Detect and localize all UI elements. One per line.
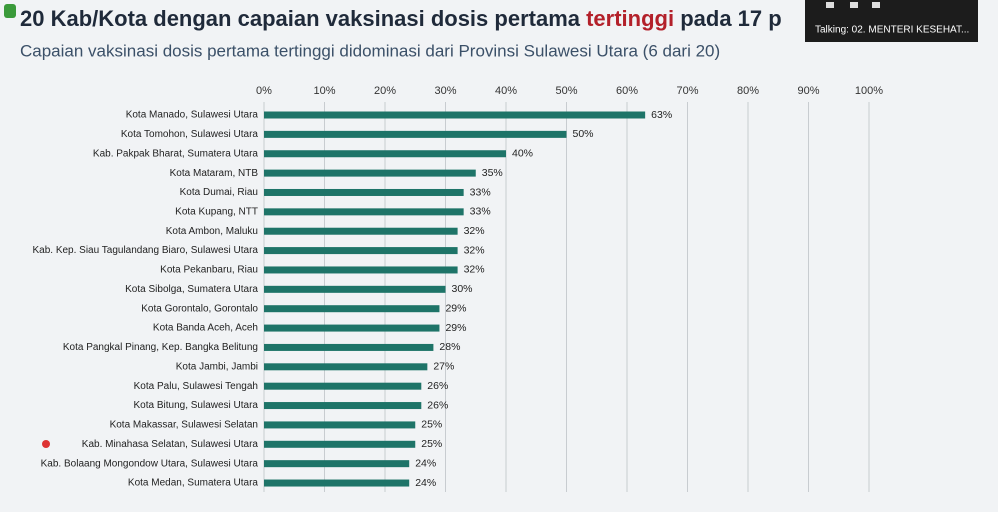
title-part: 20 Kab/Kota dengan capaian vaksinasi dos… xyxy=(20,6,586,31)
y-tick-label: Kota Makassar, Sulawesi Selatan xyxy=(110,420,258,431)
bar xyxy=(264,130,567,138)
data-label: 33% xyxy=(470,186,491,198)
data-label: 63% xyxy=(651,109,672,121)
data-label: 29% xyxy=(445,302,466,314)
x-tick-label: 20% xyxy=(374,85,396,97)
data-label: 29% xyxy=(445,322,466,334)
data-label: 32% xyxy=(464,244,485,256)
bar xyxy=(264,169,476,177)
y-tick-label: Kota Manado, Sulawesi Utara xyxy=(126,110,259,121)
data-label: 24% xyxy=(415,477,436,489)
bar xyxy=(264,266,458,274)
talking-indicator: Talking: 02. MENTERI KESEHAT... xyxy=(815,25,969,36)
zoom-icon[interactable] xyxy=(872,2,880,8)
y-tick-label: Kab. Minahasa Selatan, Sulawesi Utara xyxy=(82,439,259,450)
bar xyxy=(264,324,440,332)
x-tick-label: 60% xyxy=(616,85,638,97)
bar xyxy=(264,208,464,216)
x-tick-label: 30% xyxy=(434,85,456,97)
bar xyxy=(264,285,446,293)
data-label: 25% xyxy=(421,438,442,450)
y-tick-label: Kota Kupang, NTT xyxy=(175,206,258,217)
data-label: 40% xyxy=(512,148,533,160)
chart-subtitle: Capaian vaksinasi dosis pertama tertingg… xyxy=(20,41,720,60)
x-tick-label: 40% xyxy=(495,85,517,97)
y-tick-label: Kota Gorontalo, Gorontalo xyxy=(141,303,258,314)
bar xyxy=(264,111,646,119)
bar xyxy=(264,363,428,371)
x-tick-label: 80% xyxy=(737,85,759,97)
bar xyxy=(264,343,434,351)
bar xyxy=(264,421,416,429)
data-label: 32% xyxy=(464,225,485,237)
y-tick-label: Kota Pekanbaru, Riau xyxy=(160,265,258,276)
y-tick-label: Kab. Pakpak Bharat, Sumatera Utara xyxy=(93,148,259,159)
title-part: pada 17 p xyxy=(674,6,782,31)
data-label: 27% xyxy=(433,361,454,373)
y-tick-label: Kota Palu, Sulawesi Tengah xyxy=(134,381,258,392)
pointer-dot xyxy=(42,440,50,448)
data-label: 28% xyxy=(439,341,460,353)
zoom-icon[interactable] xyxy=(826,2,834,8)
y-tick-label: Kota Bitung, Sulawesi Utara xyxy=(133,400,258,411)
data-label: 30% xyxy=(452,283,473,295)
bar xyxy=(264,305,440,313)
y-tick-label: Kota Banda Aceh, Aceh xyxy=(153,323,258,334)
y-tick-label: Kab. Bolaang Mongondow Utara, Sulawesi U… xyxy=(41,458,259,469)
x-tick-label: 100% xyxy=(855,85,883,97)
y-tick-label: Kota Jambi, Jambi xyxy=(176,361,258,372)
bar xyxy=(264,247,458,255)
y-tick-label: Kota Medan, Sumatera Utara xyxy=(128,478,259,489)
data-label: 33% xyxy=(470,206,491,218)
y-tick-label: Kota Pangkal Pinang, Kep. Bangka Belitun… xyxy=(63,342,258,353)
x-tick-label: 90% xyxy=(797,85,819,97)
data-label: 25% xyxy=(421,419,442,431)
bar xyxy=(264,188,464,196)
x-tick-label: 10% xyxy=(313,85,335,97)
x-tick-label: 70% xyxy=(676,85,698,97)
data-label: 26% xyxy=(427,399,448,411)
bar xyxy=(264,460,410,468)
x-tick-label: 50% xyxy=(555,85,577,97)
x-tick-label: 0% xyxy=(256,85,272,97)
chart-title: 20 Kab/Kota dengan capaian vaksinasi dos… xyxy=(20,6,782,31)
data-label: 35% xyxy=(482,167,503,179)
bar xyxy=(264,402,422,410)
data-label: 26% xyxy=(427,380,448,392)
y-tick-label: Kota Ambon, Maluku xyxy=(166,226,258,237)
bar xyxy=(264,440,416,448)
shield-icon xyxy=(4,4,16,18)
y-tick-label: Kota Tomohon, Sulawesi Utara xyxy=(121,129,259,140)
data-label: 24% xyxy=(415,457,436,469)
data-label: 50% xyxy=(573,128,594,140)
bar xyxy=(264,227,458,235)
y-tick-label: Kab. Kep. Siau Tagulandang Biaro, Sulawe… xyxy=(32,245,258,256)
data-label: 32% xyxy=(464,264,485,276)
y-tick-label: Kota Sibolga, Sumatera Utara xyxy=(125,284,258,295)
y-tick-label: Kota Dumai, Riau xyxy=(180,187,258,198)
y-tick-label: Kota Mataram, NTB xyxy=(170,168,259,179)
title-part: tertinggi xyxy=(586,6,674,31)
bar xyxy=(264,150,506,158)
bar xyxy=(264,382,422,390)
zoom-icon[interactable] xyxy=(850,2,858,8)
bar xyxy=(264,479,410,487)
